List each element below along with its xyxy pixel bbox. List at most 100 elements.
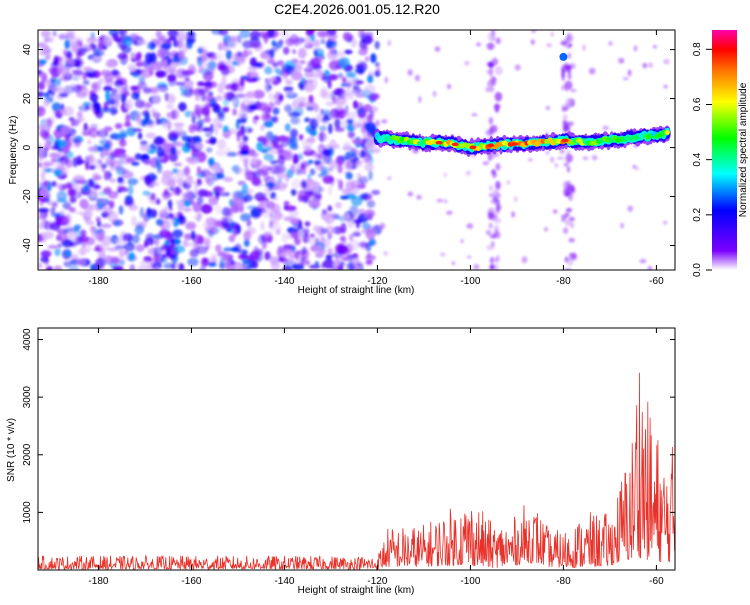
spectrogram-axes: -180 -160 -140 -120 -100 -80 -60 -40 -20 0 20 40 — [22, 30, 675, 287]
noise-blob — [79, 85, 88, 96]
noise-blob — [152, 112, 161, 119]
noise-blob — [202, 70, 214, 82]
noise-blob — [228, 234, 236, 243]
snr-ylabel: SNR (10 * v/v) — [6, 418, 17, 482]
noise-blob — [336, 100, 343, 112]
noise-blob — [38, 207, 50, 213]
noise-blob — [285, 172, 290, 183]
noise-blob — [273, 164, 284, 174]
trace-blob — [664, 130, 670, 135]
noise-blob — [301, 139, 313, 148]
noise-blob — [407, 191, 414, 197]
noise-blob — [313, 69, 324, 79]
noise-blob — [552, 209, 558, 214]
noise-blob — [170, 146, 177, 154]
streak-blob — [487, 79, 495, 89]
snr-axes: -180 -160 -140 -120 -100 -80 -60 1000 2000 3000 40… — [22, 328, 675, 587]
noise-blob — [177, 202, 185, 211]
noise-blob — [313, 103, 319, 113]
noise-blob — [85, 220, 95, 226]
noise-blob — [177, 50, 185, 60]
streak-blob — [493, 224, 500, 233]
noise-blob — [434, 46, 441, 52]
noise-blob — [132, 128, 143, 132]
noise-blob — [282, 149, 294, 161]
noise-blob — [88, 178, 94, 188]
noise-blob — [582, 44, 586, 51]
noise-blob — [51, 114, 57, 124]
noise-blob — [182, 207, 192, 212]
noise-blob — [144, 52, 153, 64]
noise-blob — [237, 117, 247, 124]
noise-blob — [281, 232, 289, 243]
noise-blob — [308, 94, 314, 103]
noise-blob — [260, 164, 268, 170]
noise-blob — [338, 57, 350, 69]
noise-blob — [131, 92, 139, 100]
noise-blob — [345, 71, 357, 78]
noise-blob — [317, 173, 324, 178]
noise-blob — [114, 123, 123, 130]
streak-blob — [566, 32, 571, 40]
noise-blob — [81, 242, 87, 248]
noise-blob — [47, 244, 58, 249]
noise-blob — [282, 46, 290, 55]
noise-blob — [137, 265, 150, 270]
noise-blob — [211, 30, 223, 35]
noise-blob — [297, 101, 306, 108]
noise-blob — [319, 131, 324, 143]
spectrogram-ytick-label: -40 — [22, 238, 33, 253]
noise-blob — [308, 264, 321, 269]
noise-blob — [464, 60, 470, 66]
noise-blob — [278, 93, 284, 102]
noise-blob — [446, 210, 453, 215]
noise-blob — [112, 265, 124, 270]
noise-blob — [337, 244, 348, 254]
noise-blob — [118, 30, 128, 36]
trace-hotspot — [561, 138, 569, 143]
noise-blob — [243, 158, 249, 168]
noise-blob — [58, 92, 69, 98]
noise-blob — [39, 59, 47, 65]
noise-blob — [260, 210, 272, 219]
noise-blob — [207, 94, 213, 100]
noise-blob — [340, 195, 349, 200]
noise-blob — [53, 169, 62, 176]
noise-blob — [291, 178, 302, 189]
snr-xtick-label: -160 — [181, 576, 201, 587]
noise-blob — [104, 255, 114, 265]
noise-blob — [634, 166, 640, 171]
noise-blob — [292, 263, 305, 270]
noise-blob — [190, 230, 196, 240]
noise-blob — [334, 126, 345, 132]
noise-blob — [627, 205, 633, 212]
snr-xlabel: Height of straight line (km) — [298, 585, 415, 596]
noise-blob — [38, 81, 46, 90]
streak-blob — [561, 106, 568, 112]
spectrogram-chart: -180 -160 -140 -120 -100 -80 -60 -40 -20 0 20 40 He… — [8, 29, 676, 296]
noise-blob — [276, 172, 286, 179]
noise-blob — [206, 147, 213, 153]
noise-blob — [178, 263, 184, 269]
noise-blob — [183, 69, 195, 75]
noise-blob — [47, 180, 52, 192]
noise-blob — [103, 85, 113, 92]
noise-blob — [360, 194, 371, 201]
streak-blob — [568, 216, 575, 222]
noise-blob — [76, 155, 83, 166]
noise-blob — [175, 186, 180, 196]
noise-blob — [48, 93, 54, 99]
noise-blob — [447, 83, 451, 90]
noise-blob — [264, 182, 276, 188]
noise-blob — [145, 233, 155, 241]
streak-blob — [487, 87, 495, 93]
noise-blob — [284, 123, 291, 132]
noise-blob — [165, 65, 172, 74]
noise-blob — [506, 180, 511, 185]
noise-blob — [304, 221, 311, 227]
noise-blob — [238, 128, 244, 137]
noise-blob — [271, 225, 283, 232]
noise-blob — [322, 109, 331, 118]
noise-blob — [69, 196, 77, 204]
